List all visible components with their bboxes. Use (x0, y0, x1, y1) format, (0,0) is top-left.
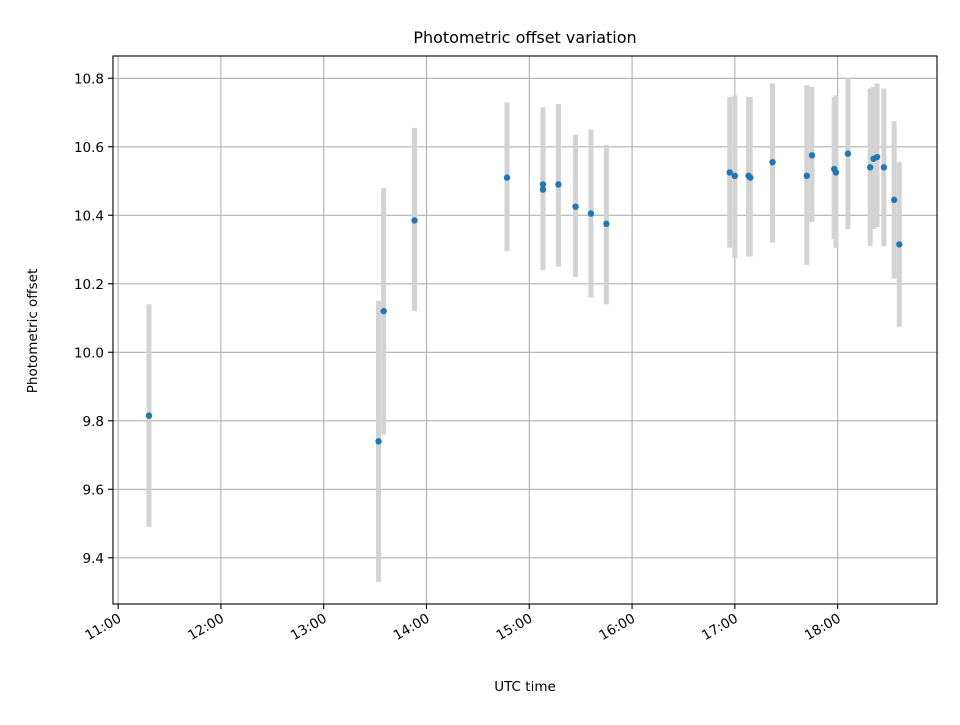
data-point (890, 196, 898, 204)
y-tick-label: 10.0 (74, 345, 104, 361)
y-tick-label: 10.4 (74, 208, 104, 224)
chart-title: Photometric offset variation (413, 28, 636, 47)
data-point (555, 181, 562, 188)
data-point (731, 172, 739, 180)
data-point (603, 220, 610, 228)
data-point (503, 174, 511, 181)
x-axis-label: UTC time (494, 679, 556, 695)
data-point (896, 241, 903, 248)
data-point (769, 158, 776, 166)
y-tick-label: 10.8 (74, 71, 104, 87)
y-axis-label: Photometric offset (25, 269, 41, 393)
data-point (539, 181, 547, 188)
data-point (866, 164, 874, 171)
y-tick-label: 9.6 (83, 482, 104, 498)
data-point (572, 203, 579, 210)
data-point (808, 152, 816, 159)
y-tick-label: 9.8 (83, 414, 104, 430)
point-layer (145, 150, 903, 445)
data-point (844, 150, 852, 157)
data-point (832, 169, 840, 176)
data-point (411, 217, 418, 224)
grid-layer (113, 56, 937, 604)
data-point (539, 186, 547, 193)
data-point (803, 172, 811, 180)
data-point (880, 164, 888, 171)
data-point (145, 412, 153, 419)
data-point (375, 438, 382, 445)
y-tick-label: 10.2 (74, 277, 104, 293)
data-point (380, 307, 387, 315)
data-point (726, 169, 733, 176)
data-point (747, 174, 754, 181)
data-point (873, 153, 881, 161)
y-tick-label: 10.6 (74, 140, 104, 156)
y-tick-label: 9.4 (83, 551, 104, 567)
data-point (587, 210, 595, 217)
plot-frame (112, 55, 938, 605)
plot-area (113, 56, 937, 604)
